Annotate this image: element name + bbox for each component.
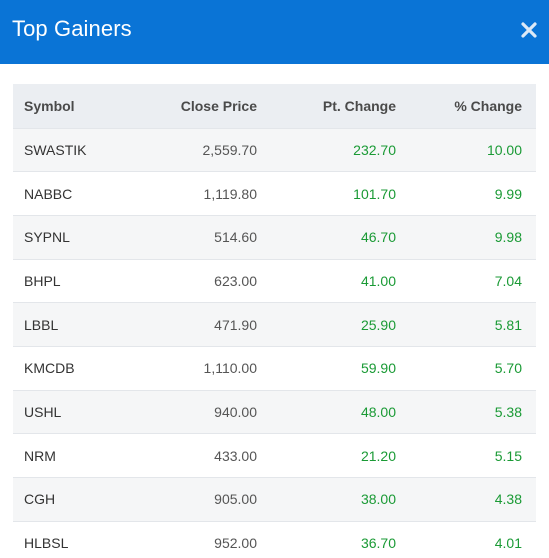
pt-change-cell: 25.90 [360,316,396,333]
close-price-cell: 623.00 [214,272,257,289]
gainers-table: Symbol Close Price Pt. Change % Change S… [13,84,536,558]
close-price-cell: 952.00 [214,535,257,552]
modal-header: Top Gainers [0,0,549,64]
close-button[interactable] [519,20,539,40]
symbol-cell: USHL [24,403,62,420]
table-row[interactable]: SYPNL 514.60 46.70 9.98 [13,215,536,260]
pct-change-cell: 5.81 [494,316,522,333]
gainers-table-container: Symbol Close Price Pt. Change % Change S… [13,84,536,558]
pct-change-cell: 9.98 [494,229,522,246]
table-row[interactable]: NABBC 1,119.80 101.70 9.99 [13,171,536,216]
close-price-cell: 940.00 [214,403,257,420]
pct-change-cell: 5.38 [494,403,522,420]
table-body: SWASTIK 2,559.70 232.70 10.00 NABBC 1,119.80 1… [13,128,536,558]
symbol-cell: NABBC [24,185,73,202]
close-price-cell: 433.00 [214,447,257,464]
table-row[interactable]: LBBL 471.90 25.90 5.81 [13,302,536,347]
table-header-row: Symbol Close Price Pt. Change % Change [13,84,536,128]
pct-change-cell: 10.00 [486,141,522,158]
pct-change-cell: 7.04 [494,272,522,289]
column-header-pt-change[interactable]: Pt. Change [322,97,396,114]
pct-change-cell: 4.38 [494,491,522,508]
table-row[interactable]: BHPL 623.00 41.00 7.04 [13,259,536,303]
column-header-close-price[interactable]: Close Price [180,97,257,114]
pt-change-cell: 46.70 [360,229,396,246]
table-row[interactable]: CGH 905.00 38.00 4.38 [13,477,536,522]
pt-change-cell: 36.70 [360,535,396,552]
close-price-cell: 905.00 [214,491,257,508]
symbol-cell: SYPNL [24,229,70,246]
pt-change-cell: 48.00 [360,403,396,420]
table-row[interactable]: KMCDB 1,110.00 59.90 5.70 [13,346,536,390]
pct-change-cell: 4.01 [494,535,522,552]
symbol-cell: SWASTIK [24,141,87,158]
table-row[interactable]: SWASTIK 2,559.70 232.70 10.00 [13,128,536,172]
pt-change-cell: 41.00 [360,272,396,289]
close-price-cell: 2,559.70 [202,141,258,158]
table-row[interactable]: HLBSL 952.00 36.70 4.01 [13,521,536,558]
column-header-symbol[interactable]: Symbol [24,97,75,114]
pt-change-cell: 232.70 [353,141,396,158]
pt-change-cell: 21.20 [360,447,396,464]
table-row[interactable]: USHL 940.00 48.00 5.38 [13,390,536,434]
column-header-pct-change[interactable]: % Change [454,97,522,114]
pct-change-cell: 9.99 [494,185,522,202]
symbol-cell: CGH [24,491,56,508]
pt-change-cell: 38.00 [360,491,396,508]
table-header: Symbol Close Price Pt. Change % Change [13,84,536,128]
close-price-cell: 471.90 [214,316,257,333]
pct-change-cell: 5.15 [494,447,522,464]
symbol-cell: NRM [24,447,56,464]
close-price-cell: 1,119.80 [203,185,257,202]
close-icon [521,22,537,38]
close-price-cell: 1,110.00 [203,360,257,377]
symbol-cell: HLBSL [24,535,69,552]
modal-title: Top Gainers [12,16,132,41]
symbol-cell: KMCDB [24,360,75,377]
close-price-cell: 514.60 [214,229,257,246]
table-row[interactable]: NRM 433.00 21.20 5.15 [13,433,536,478]
pt-change-cell: 59.90 [360,360,396,377]
pct-change-cell: 5.70 [494,360,522,377]
pt-change-cell: 101.70 [353,185,396,202]
symbol-cell: LBBL [24,316,59,333]
symbol-cell: BHPL [24,272,61,289]
